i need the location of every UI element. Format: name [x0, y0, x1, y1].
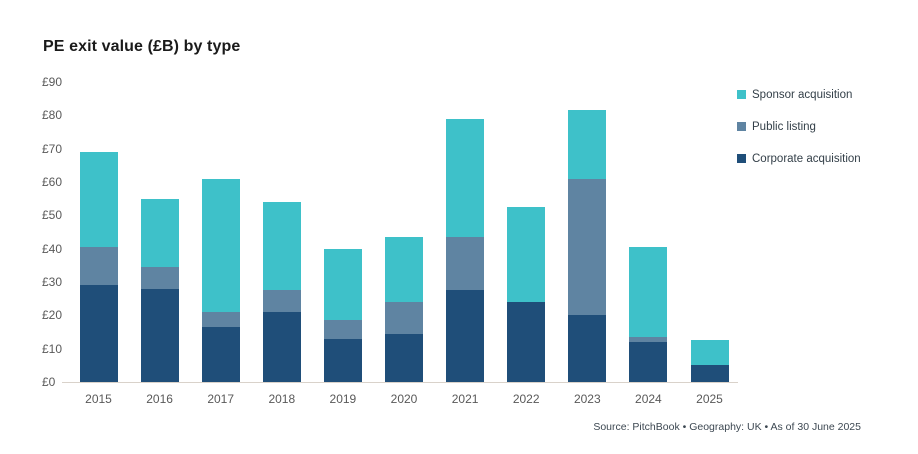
x-axis-label: 2016: [146, 392, 173, 406]
public-listing-swatch-icon: [737, 122, 746, 131]
x-axis-label: 2019: [329, 392, 357, 406]
x-axis-label: 2024: [635, 392, 662, 406]
x-axis-label: 2018: [268, 392, 296, 406]
x-axis-label: 2017: [207, 392, 235, 406]
legend: Sponsor acquisition Public listing Corpo…: [737, 88, 861, 165]
y-axis-label: £20: [42, 308, 63, 323]
bar-segment-public: [446, 237, 485, 291]
y-axis-label: £30: [42, 275, 63, 289]
chart-title: PE exit value (£B) by type: [43, 38, 241, 55]
bar-segment-corporate: [629, 342, 668, 382]
x-axis-label: 2021: [451, 392, 479, 406]
bar-segment-public: [385, 302, 423, 334]
bar-segment-sponsor: [140, 198, 179, 267]
bar-segment-sponsor: [507, 207, 546, 302]
bar-segment-public: [262, 290, 301, 312]
x-axis-label: 2015: [85, 392, 112, 406]
bar-segment-corporate: [690, 365, 729, 382]
bar-segment-public: [79, 247, 118, 286]
y-axis-label: £90: [42, 75, 63, 89]
bar-segment-corporate: [201, 327, 240, 382]
bar-segment-sponsor: [690, 340, 729, 366]
bar-segment-corporate: [323, 338, 362, 382]
bar-segment-corporate: [140, 288, 179, 382]
bar-segment-sponsor: [446, 118, 485, 237]
bar-segment-corporate: [446, 290, 485, 382]
legend-item-public: Public listing: [737, 120, 861, 133]
legend-label: Sponsor acquisition: [752, 88, 853, 101]
bar-segment-public: [568, 178, 607, 316]
legend-label: Corporate acquisition: [752, 152, 861, 165]
x-axis-baseline: [62, 382, 738, 383]
legend-item-sponsor: Sponsor acquisition: [737, 88, 861, 101]
bar-segment-sponsor: [262, 202, 301, 291]
bar-segment-sponsor: [629, 247, 668, 337]
plot-area: 2015 2016 2017 2018 2019 2020 2021 2022 2023 2024…: [62, 82, 742, 406]
x-axis-label: 2020: [390, 392, 418, 406]
source-note: Source: PitchBook • Geography: UK • As o…: [593, 421, 861, 433]
x-axis-label: 2022: [512, 392, 540, 406]
y-axis-label: £80: [42, 108, 63, 123]
x-axis-label: 2023: [573, 392, 601, 406]
corporate-acquisition-swatch-icon: [737, 154, 746, 163]
y-axis: £90 £80 £70 £60 £50 £40 £30 £20 £10 £0: [0, 0, 62, 454]
bar-segment-public: [201, 312, 240, 327]
y-axis-label: £0: [42, 375, 56, 389]
bar-segment-corporate: [262, 312, 301, 382]
x-axis-label: 2025: [696, 392, 723, 406]
y-axis-label: £10: [42, 341, 63, 356]
legend-item-corporate: Corporate acquisition: [737, 152, 861, 165]
bar-segment-corporate: [385, 333, 423, 382]
bar-segment-corporate: [568, 315, 607, 382]
y-axis-label: £60: [42, 175, 63, 189]
y-axis-label: £50: [42, 208, 63, 223]
bar-segment-sponsor: [79, 152, 118, 247]
bar-segment-public: [323, 320, 362, 339]
bar-segment-corporate: [507, 302, 546, 382]
bar-segment-corporate: [79, 285, 118, 382]
bar-segment-sponsor: [201, 178, 240, 312]
bar-segment-sponsor: [568, 110, 607, 179]
y-axis-label: £70: [42, 141, 63, 156]
bar-segment-public: [140, 267, 179, 289]
bar-segment-sponsor: [323, 248, 362, 321]
y-axis-label: £40: [42, 241, 63, 256]
bar-segment-sponsor: [385, 237, 423, 302]
legend-label: Public listing: [752, 120, 816, 133]
sponsor-acquisition-swatch-icon: [737, 90, 746, 99]
bar-segment-public: [629, 337, 668, 342]
